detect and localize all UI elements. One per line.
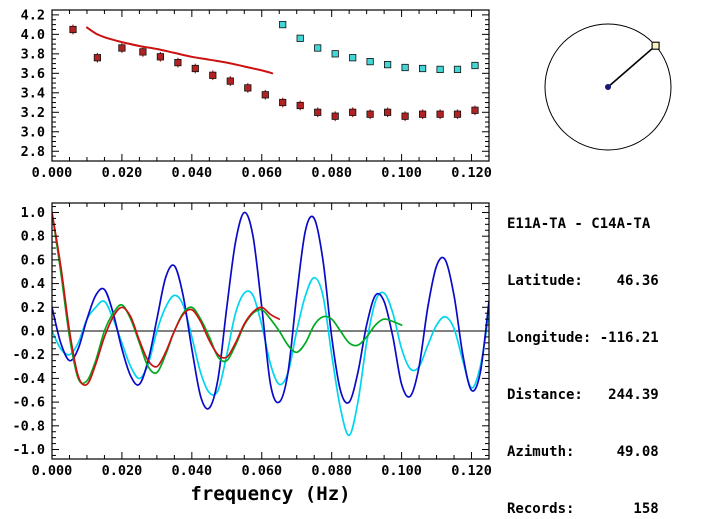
x-tick-label: 0.060 — [241, 165, 282, 181]
x-tick-label: 0.100 — [381, 165, 422, 181]
azimuth-text: Azimuth: 49.08 — [507, 444, 659, 460]
y-tick-label: 2.8 — [21, 144, 45, 160]
azimuth-circle — [544, 23, 672, 151]
x-tick-label: 0.100 — [381, 463, 422, 479]
causal-group-velocity-marker — [174, 59, 182, 67]
station-pair-label: E11A-TA - C14A-TA — [507, 216, 651, 232]
causal-group-velocity-marker — [366, 110, 374, 118]
y-tick-label: 0.0 — [21, 324, 45, 340]
x-tick-label: 0.020 — [102, 463, 143, 479]
y-tick-label: 0.2 — [21, 300, 45, 316]
acausal-group-velocity-marker — [383, 61, 392, 69]
azimuth-diagram — [544, 23, 672, 151]
causal-group-velocity-marker — [69, 25, 77, 34]
causal-group-velocity-marker — [118, 44, 126, 52]
x-tick-label: 0.000 — [32, 463, 73, 479]
y-tick-label: -1.0 — [12, 442, 45, 458]
causal-group-velocity-marker — [244, 84, 252, 92]
x-tick-label: 0.120 — [451, 463, 492, 479]
causal-group-velocity-marker — [261, 91, 269, 99]
x-tick-label: 0.040 — [172, 165, 213, 181]
y-tick-label: 4.0 — [21, 27, 45, 43]
x-tick-label: 0.120 — [451, 165, 492, 181]
causal-group-velocity-marker — [383, 108, 392, 116]
y-tick-label: 3.2 — [21, 105, 45, 121]
causal-group-velocity-marker — [314, 108, 322, 116]
x-axis-label: frequency (Hz) — [190, 483, 351, 505]
y-tick-label: 4.2 — [21, 7, 45, 23]
y-tick-label: 3.8 — [21, 46, 45, 62]
y-tick-label: 3.0 — [21, 124, 45, 140]
waveform-red — [52, 211, 281, 386]
causal-group-velocity-marker — [93, 54, 101, 62]
acausal-group-velocity-marker — [314, 44, 322, 52]
acausal-group-velocity-marker — [471, 61, 479, 70]
distance-text: Distance: 244.39 — [507, 387, 659, 403]
causal-group-velocity-marker — [139, 48, 147, 56]
y-tick-label: 0.6 — [21, 252, 45, 268]
reference-dispersion-curve — [86, 26, 274, 75]
causal-group-velocity-marker — [349, 108, 357, 116]
y-tick-label: 0.8 — [21, 229, 45, 245]
x-tick-label: 0.080 — [311, 463, 352, 479]
acausal-group-velocity-marker — [401, 63, 409, 72]
x-tick-label: 0.000 — [32, 165, 73, 181]
x-tick-label: 0.080 — [311, 165, 352, 181]
latitude-text: Latitude: 46.36 — [507, 273, 659, 289]
acausal-group-velocity-marker — [436, 65, 444, 73]
causal-group-velocity-marker — [156, 53, 164, 61]
acausal-group-velocity-marker — [366, 58, 374, 66]
info-panel: E11A-TA - C14A-TA Latitude: 46.36 Longit… — [507, 177, 659, 519]
acausal-group-velocity-marker — [453, 65, 462, 73]
causal-group-velocity-marker — [471, 106, 479, 114]
waveform-green — [52, 211, 403, 385]
acausal-group-velocity-marker — [279, 20, 287, 29]
y-tick-label: 3.4 — [21, 85, 45, 101]
x-tick-label: 0.040 — [172, 463, 213, 479]
waveform-plot-series — [52, 211, 489, 437]
causal-group-velocity-marker — [436, 110, 444, 118]
acausal-group-velocity-marker — [296, 34, 304, 42]
acausal-group-velocity-marker — [349, 54, 357, 62]
pair-station-marker — [651, 41, 660, 50]
y-tick-label: 1.0 — [21, 205, 45, 221]
dispersion-plot: 0.000 0.020 0.040 0.060 0.080 0.100 0.120 2.8 3.… — [21, 7, 492, 181]
acausal-group-velocity-marker — [331, 50, 339, 58]
acausal-group-velocity-marker — [418, 64, 427, 73]
y-tick-label: -0.6 — [12, 395, 45, 411]
causal-group-velocity-marker — [453, 110, 462, 118]
causal-group-velocity-marker — [418, 110, 427, 118]
plot-frame — [51, 9, 490, 162]
longitude-text: Longitude: -116.21 — [507, 330, 659, 346]
y-tick-label: 0.4 — [21, 276, 45, 292]
causal-group-velocity-marker — [226, 77, 234, 85]
center-station-dot — [605, 84, 611, 90]
causal-group-velocity-marker — [191, 64, 199, 73]
y-tick-label: -0.2 — [12, 347, 45, 363]
waveform-blue — [52, 211, 489, 410]
waveform-plot: 0.000 0.020 0.040 0.060 0.080 0.100 0.120 -1.0 -… — [12, 202, 492, 479]
causal-group-velocity-marker — [279, 98, 287, 107]
y-tick-label: -0.4 — [12, 371, 45, 387]
causal-group-velocity-marker — [209, 71, 217, 79]
causal-group-velocity-marker — [331, 112, 339, 120]
x-tick-label: 0.020 — [102, 165, 143, 181]
azimuth-line — [607, 45, 657, 88]
causal-group-velocity-marker — [296, 101, 304, 110]
waveform-cyan — [52, 276, 489, 437]
causal-group-velocity-marker — [401, 112, 409, 120]
dispersion-plot-series — [69, 20, 479, 122]
y-tick-label: -0.8 — [12, 418, 45, 434]
x-tick-label: 0.060 — [241, 463, 282, 479]
y-tick-label: 3.6 — [21, 66, 45, 82]
records-text: Records: 158 — [507, 501, 659, 517]
